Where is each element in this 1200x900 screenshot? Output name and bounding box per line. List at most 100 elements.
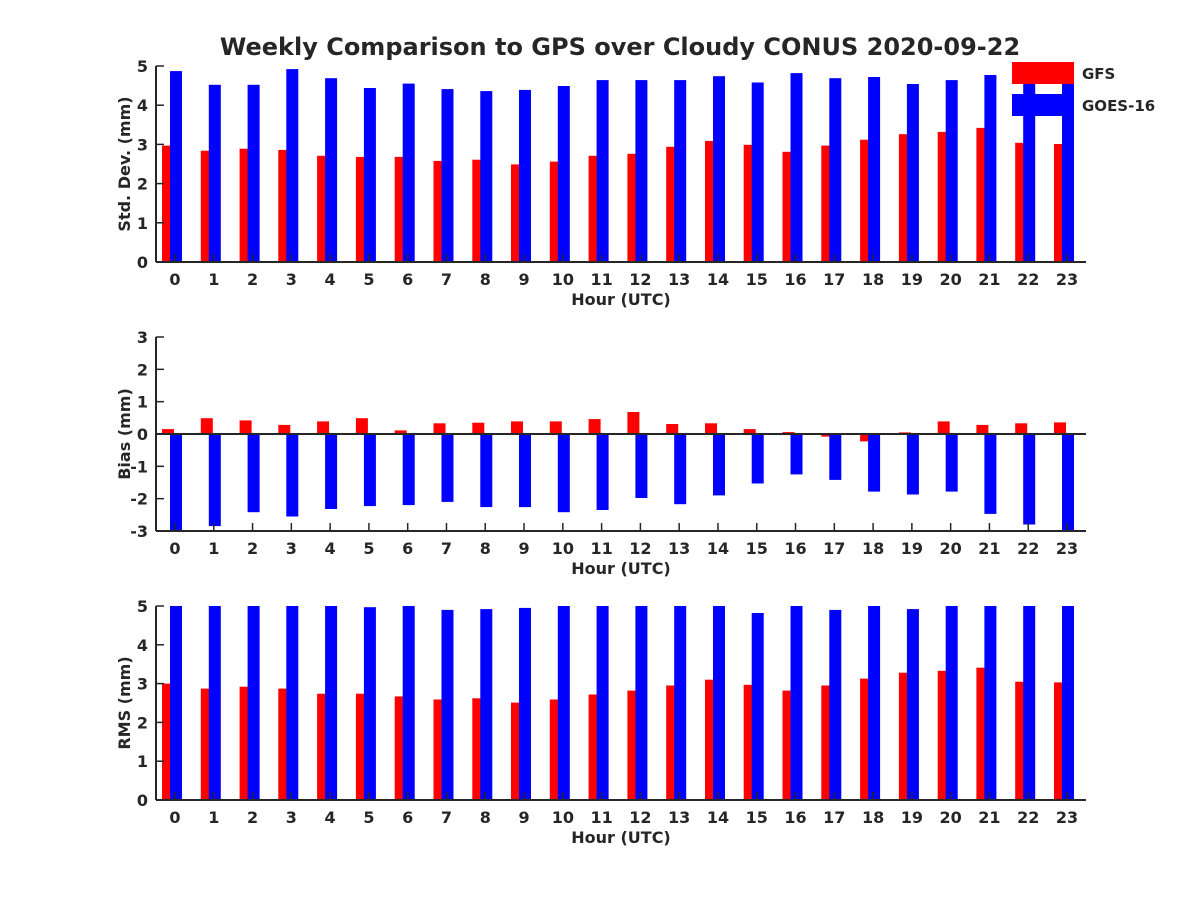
bar-goes-16-hour-7	[441, 434, 454, 502]
x-tick-label: 1	[208, 270, 219, 289]
y-tick-label: 1	[137, 214, 148, 233]
bar-gfs-hour-20	[937, 421, 950, 434]
x-tick-label: 7	[441, 539, 452, 558]
legend-swatch-goes-16	[1012, 94, 1074, 116]
x-tick-label: 18	[862, 270, 884, 289]
bar-goes-16-hour-10	[557, 606, 570, 800]
y-tick-label: 5	[137, 597, 148, 616]
bar-goes-16-hour-8	[480, 91, 493, 262]
bar-goes-16-hour-9	[519, 89, 531, 262]
y-tick-label: 2	[137, 175, 148, 194]
bar-goes-16-hour-6	[402, 83, 415, 262]
x-tick-label: 5	[363, 270, 374, 289]
bar-goes-16-hour-12	[635, 80, 648, 262]
y-tick-label: -1	[130, 457, 148, 476]
y-tick-label: -3	[130, 522, 148, 541]
y-tick-label: 0	[137, 791, 148, 810]
bar-goes-16-hour-18	[868, 606, 881, 800]
x-tick-label: 14	[707, 270, 729, 289]
x-tick-label: 16	[784, 539, 806, 558]
bar-goes-16-hour-5	[363, 434, 376, 507]
bar-goes-16-hour-23	[1062, 606, 1074, 800]
bar-goes-16-hour-12	[635, 434, 648, 498]
bar-gfs-hour-13	[666, 424, 679, 434]
x-tick-label: 21	[978, 270, 1000, 289]
y-axis-label: RMS (mm)	[115, 656, 134, 749]
bar-goes-16-hour-12	[635, 606, 648, 800]
x-tick-label: 16	[784, 270, 806, 289]
y-tick-label: 4	[137, 96, 148, 115]
legend-swatch-gfs	[1012, 62, 1074, 84]
bar-goes-16-hour-11	[596, 434, 609, 510]
x-tick-label: 2	[247, 270, 258, 289]
bar-goes-16-hour-6	[402, 606, 415, 800]
bar-goes-16-hour-15	[751, 82, 764, 262]
bar-goes-16-hour-7	[441, 89, 454, 262]
bar-gfs-hour-17	[821, 434, 834, 437]
bar-goes-16-hour-11	[596, 606, 609, 800]
bar-goes-16-hour-21	[984, 434, 997, 514]
bar-goes-16-hour-18	[868, 434, 881, 492]
bar-goes-16-hour-13	[674, 80, 687, 262]
x-tick-label: 3	[286, 808, 297, 827]
bar-gfs-hour-8	[472, 422, 485, 434]
x-tick-label: 8	[480, 270, 491, 289]
legend-label-gfs: GFS	[1082, 65, 1115, 83]
x-tick-label: 9	[518, 539, 529, 558]
bar-goes-16-hour-2	[247, 84, 260, 262]
bar-goes-16-hour-10	[557, 86, 570, 262]
x-tick-label: 21	[978, 808, 1000, 827]
bar-goes-16-hour-17	[829, 609, 842, 800]
x-tick-label: 3	[286, 539, 297, 558]
bar-goes-16-hour-0	[170, 71, 182, 262]
x-tick-label: 22	[1017, 270, 1039, 289]
x-tick-label: 15	[746, 539, 768, 558]
x-tick-label: 4	[325, 270, 336, 289]
bar-goes-16-hour-14	[713, 76, 725, 262]
y-tick-label: 1	[137, 752, 148, 771]
bar-goes-16-hour-22	[1023, 434, 1036, 525]
x-axis-label: Hour (UTC)	[571, 828, 671, 847]
bar-gfs-hour-15	[743, 429, 756, 434]
x-tick-label: 23	[1056, 270, 1078, 289]
bar-gfs-hour-4	[317, 421, 330, 434]
bar-goes-16-hour-0	[170, 434, 182, 531]
x-tick-label: 20	[940, 808, 962, 827]
x-tick-label: 1	[208, 539, 219, 558]
x-tick-label: 17	[823, 539, 845, 558]
x-tick-label: 22	[1017, 808, 1039, 827]
x-tick-label: 11	[590, 539, 612, 558]
bar-gfs-hour-5	[355, 418, 368, 434]
bar-goes-16-hour-1	[208, 606, 221, 800]
bar-goes-16-hour-23	[1062, 434, 1074, 531]
bar-gfs-hour-18	[860, 434, 873, 442]
y-tick-label: 5	[137, 57, 148, 76]
x-tick-label: 5	[363, 808, 374, 827]
bar-goes-16-hour-8	[480, 609, 493, 800]
legend: GFS GOES-16	[1012, 62, 1155, 116]
bar-goes-16-hour-7	[441, 609, 454, 800]
bar-goes-16-hour-18	[868, 77, 881, 262]
x-tick-label: 4	[325, 808, 336, 827]
x-tick-label: 7	[441, 808, 452, 827]
bar-goes-16-hour-20	[945, 80, 958, 262]
bar-goes-16-hour-19	[906, 609, 919, 800]
bar-goes-16-hour-1	[208, 434, 221, 527]
bar-goes-16-hour-14	[713, 606, 725, 800]
x-tick-label: 6	[402, 808, 413, 827]
x-tick-label: 18	[862, 808, 884, 827]
bar-goes-16-hour-8	[480, 434, 493, 508]
x-tick-label: 20	[940, 270, 962, 289]
bar-goes-16-hour-21	[984, 75, 997, 262]
x-tick-label: 6	[402, 270, 413, 289]
x-tick-label: 2	[247, 539, 258, 558]
y-axis-label: Bias (mm)	[115, 388, 134, 480]
bar-goes-16-hour-2	[247, 434, 260, 513]
bars	[162, 606, 1074, 800]
x-tick-label: 14	[707, 539, 729, 558]
bar-goes-16-hour-9	[519, 434, 531, 508]
bar-goes-16-hour-4	[325, 434, 338, 509]
bar-goes-16-hour-16	[790, 606, 803, 800]
x-tick-label: 8	[480, 539, 491, 558]
